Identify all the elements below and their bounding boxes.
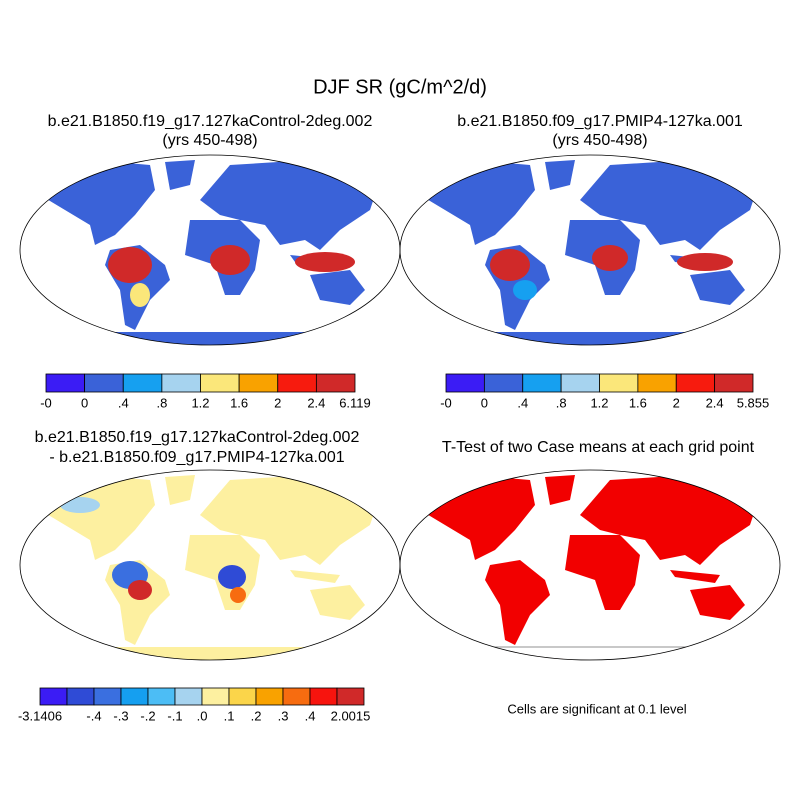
colorbar-box bbox=[560, 373, 600, 393]
colorbar-label: .8 bbox=[556, 395, 567, 410]
colorbar-box bbox=[445, 373, 485, 393]
colorbar-label: -.1 bbox=[167, 708, 182, 723]
colorbar-label: 0 bbox=[481, 395, 488, 410]
colorbar-box bbox=[39, 687, 68, 706]
colorbar-label: 5.855 bbox=[737, 395, 770, 410]
colorbar-label: .4 bbox=[517, 395, 528, 410]
colorbar-label: .3 bbox=[278, 708, 289, 723]
colorbar-box bbox=[675, 373, 716, 393]
colorbar-label: .2 bbox=[251, 708, 262, 723]
colorbar-box bbox=[84, 373, 124, 393]
panel-title: b.e21.B1850.f19_g17.127kaControl-2deg.00… bbox=[35, 429, 360, 446]
colorbar-box bbox=[255, 687, 284, 706]
panel-subtitle: (yrs 450-498) bbox=[552, 132, 647, 149]
colorbar-box bbox=[336, 687, 365, 706]
colorbar-box bbox=[122, 373, 163, 393]
colorbar-label: 2.0015 bbox=[331, 708, 371, 723]
colorbar-label: .4 bbox=[118, 395, 129, 410]
colorbar-box bbox=[228, 687, 257, 706]
colorbar-box bbox=[201, 687, 230, 706]
panel-subtitle: - b.e21.B1850.f09_g17.PMIP4-127ka.001 bbox=[49, 449, 344, 466]
colorbar-label: -.4 bbox=[86, 708, 101, 723]
panel-subtitle: (yrs 450-498) bbox=[162, 132, 257, 149]
colorbar-label: 1.2 bbox=[590, 395, 608, 410]
colorbar-box bbox=[309, 687, 338, 706]
map bbox=[19, 154, 401, 346]
colorbar-box bbox=[174, 687, 203, 706]
note: Cells are significant at 0.1 level bbox=[507, 701, 686, 716]
colorbar-label: -.2 bbox=[140, 708, 155, 723]
colorbar-label: .8 bbox=[156, 395, 167, 410]
colorbar-label: 2 bbox=[673, 395, 680, 410]
colorbar-box bbox=[66, 687, 95, 706]
colorbar-box bbox=[282, 687, 311, 706]
colorbar-box bbox=[277, 373, 317, 393]
colorbar-label: 1.6 bbox=[230, 395, 248, 410]
colorbar-box bbox=[161, 373, 201, 393]
colorbar-label: 1.6 bbox=[629, 395, 647, 410]
panel-title: T-Test of two Case means at each grid po… bbox=[442, 439, 755, 456]
map bbox=[19, 469, 401, 661]
colorbar-label: 2.4 bbox=[706, 395, 724, 410]
colorbar-label: 1.2 bbox=[191, 395, 209, 410]
colorbar-label: 6.119 bbox=[339, 395, 371, 410]
colorbar-label: -0 bbox=[440, 395, 452, 410]
figure-title: DJF SR (gC/m^2/d) bbox=[313, 76, 487, 98]
colorbar-box bbox=[200, 373, 240, 393]
colorbar-box bbox=[147, 687, 176, 706]
colorbar-label: -.3 bbox=[113, 708, 128, 723]
colorbar-box bbox=[238, 373, 279, 393]
colorbar-box bbox=[315, 373, 356, 393]
colorbar-box bbox=[522, 373, 562, 393]
colorbar-label: -0 bbox=[40, 395, 52, 410]
colorbar-label: .0 bbox=[197, 708, 208, 723]
colorbar-box bbox=[714, 373, 754, 393]
colorbar-box bbox=[45, 373, 86, 393]
colorbar-box bbox=[483, 373, 524, 393]
colorbar-label: .4 bbox=[305, 708, 316, 723]
colorbar-box bbox=[120, 687, 149, 706]
panel-title: b.e21.B1850.f19_g17.127kaControl-2deg.00… bbox=[48, 113, 373, 130]
colorbar-label: -3.1406 bbox=[18, 708, 62, 723]
colorbar-box bbox=[599, 373, 639, 393]
map bbox=[399, 154, 781, 346]
map bbox=[399, 469, 781, 661]
colorbar-box bbox=[637, 373, 677, 393]
colorbar-label: 0 bbox=[81, 395, 88, 410]
colorbar-label: .1 bbox=[224, 708, 235, 723]
colorbar-label: 2 bbox=[274, 395, 281, 410]
colorbar-label: 2.4 bbox=[307, 395, 325, 410]
colorbar-box bbox=[93, 687, 122, 706]
panel-title: b.e21.B1850.f09_g17.PMIP4-127ka.001 bbox=[457, 113, 743, 130]
